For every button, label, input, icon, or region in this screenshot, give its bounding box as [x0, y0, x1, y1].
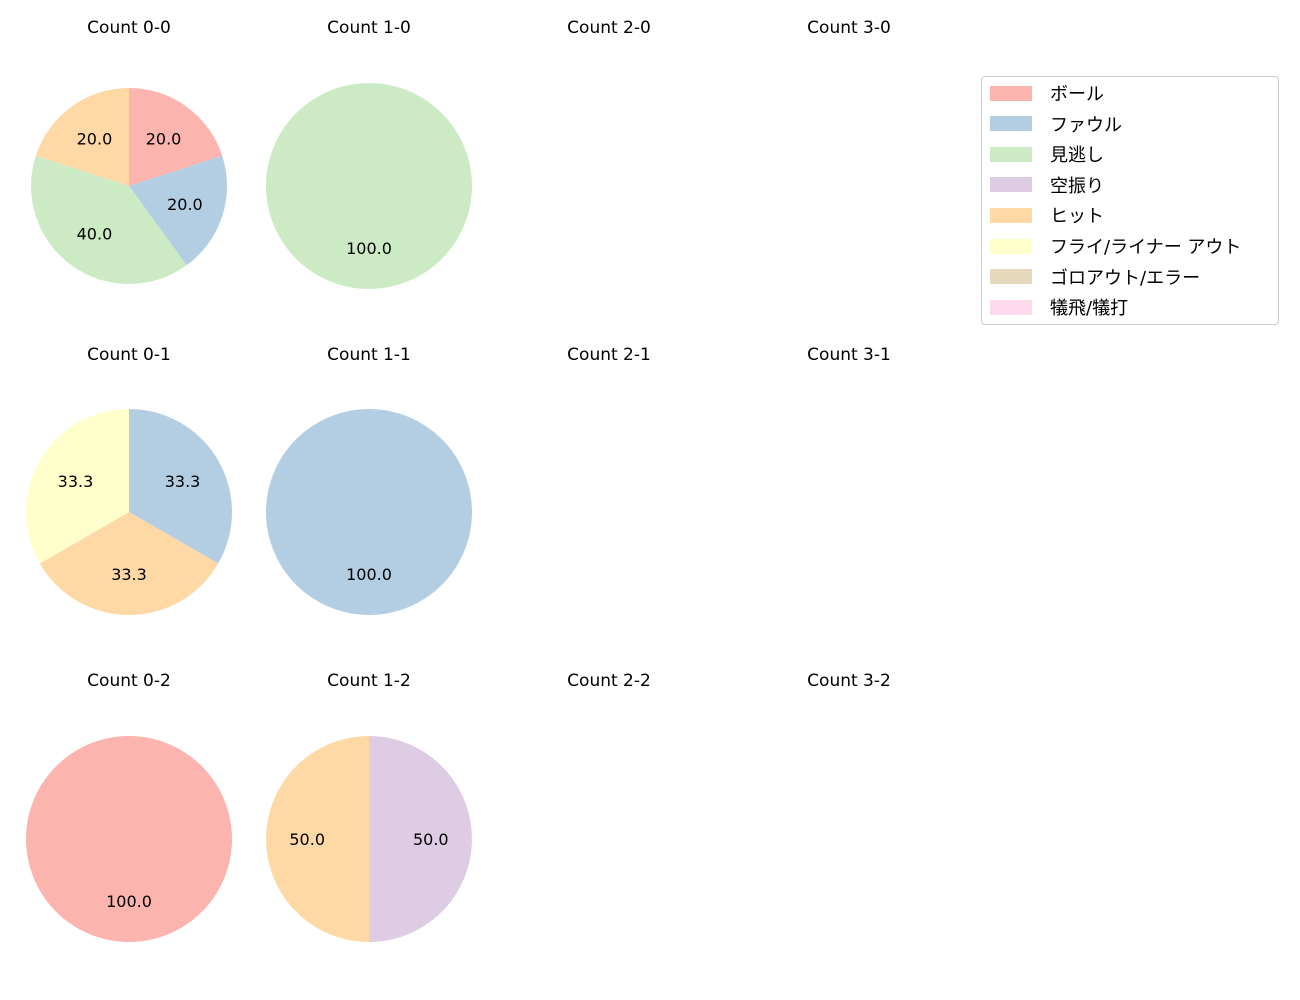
subplot-title: Count 2-1 [567, 345, 651, 365]
legend-swatch [990, 269, 1032, 285]
pie-slice [26, 736, 232, 942]
legend-item: フライ/ライナー アウト [990, 236, 1242, 258]
legend-item: 空振り [990, 175, 1104, 197]
legend-item: ボール [990, 83, 1104, 105]
subplot-title: Count 0-1 [87, 345, 171, 365]
legend-label: ヒット [1050, 206, 1104, 228]
pie-slice-label: 33.3 [165, 472, 201, 491]
pie-chart: 20.0 20.0 40.0 20.0 [30, 88, 227, 285]
pie-slice-label: 100.0 [346, 565, 392, 584]
pie-slice-label: 40.0 [77, 225, 113, 244]
pie-slice-label: 50.0 [289, 830, 325, 849]
pie-slice-label: 33.3 [58, 472, 94, 491]
legend-label: 空振り [1050, 175, 1104, 197]
subplot-title: Count 0-0 [87, 18, 171, 38]
subplot-title: Count 3-2 [807, 671, 891, 691]
pie-slice [35, 88, 129, 186]
pie-slice [369, 736, 472, 942]
legend-label: ファウル [1050, 114, 1122, 136]
pie-slice [266, 736, 369, 942]
subplot-title: Count 3-0 [807, 18, 891, 38]
pie-chart: 100.0 [26, 736, 232, 942]
legend-item: 犠飛/犠打 [990, 297, 1129, 320]
subplot-title: Count 1-2 [327, 671, 411, 691]
pie-slice-label: 20.0 [77, 129, 113, 148]
legend-item: ヒット [990, 205, 1104, 228]
subplot-title: Count 3-1 [807, 345, 891, 365]
pie-slice-label: 50.0 [413, 830, 449, 849]
pie-slice [39, 512, 219, 615]
pie-slice [26, 409, 130, 564]
subplot-title: Count 1-0 [327, 18, 411, 38]
pie-chart: 50.0 50.0 [266, 736, 472, 942]
pie-slice [266, 83, 472, 289]
pie-slice-label: 100.0 [346, 239, 392, 258]
legend-swatch [990, 146, 1032, 162]
legend-swatch [990, 177, 1032, 193]
pie-chart: 100.0 [266, 409, 472, 615]
pie-slice [129, 409, 232, 564]
legend-item: 見逃し [990, 144, 1104, 167]
pie-slice [129, 155, 227, 266]
pie-slice [30, 155, 187, 285]
pie-chart: 33.3 33.3 33.3 [26, 409, 232, 615]
legend-label: ボール [1050, 84, 1104, 105]
pie-slice-label: 20.0 [167, 195, 203, 214]
legend-label: フライ/ライナー アウト [1050, 237, 1242, 258]
legend-swatch [990, 207, 1032, 223]
legend-label: 犠飛/犠打 [1050, 298, 1129, 320]
pie-slice-label: 20.0 [146, 129, 182, 148]
subplot-title: Count 2-2 [567, 671, 651, 691]
subplot-title: Count 1-1 [327, 345, 411, 365]
legend-label: 見逃し [1050, 145, 1104, 167]
legend: ボールファウル見逃し空振りヒットフライ/ライナー アウト ゴロアウト/エラー 犠飛/… [981, 76, 1279, 325]
pie-slice [129, 88, 223, 186]
legend-swatch [990, 85, 1032, 101]
pie-slice-label: 100.0 [106, 892, 152, 911]
legend-item: ファウル [990, 114, 1122, 136]
pie-slice [266, 409, 472, 615]
pie-chart: 100.0 [266, 83, 472, 289]
legend-swatch [990, 299, 1032, 315]
legend-label: ゴロアウト/エラー [1050, 267, 1201, 289]
subplot-title: Count 2-0 [567, 18, 651, 38]
legend-item: ゴロアウト/エラー [990, 267, 1201, 289]
legend-swatch [990, 238, 1032, 254]
pie-slice-label: 33.3 [111, 565, 147, 584]
legend-swatch [990, 116, 1032, 132]
subplot-title: Count 0-2 [87, 671, 171, 691]
